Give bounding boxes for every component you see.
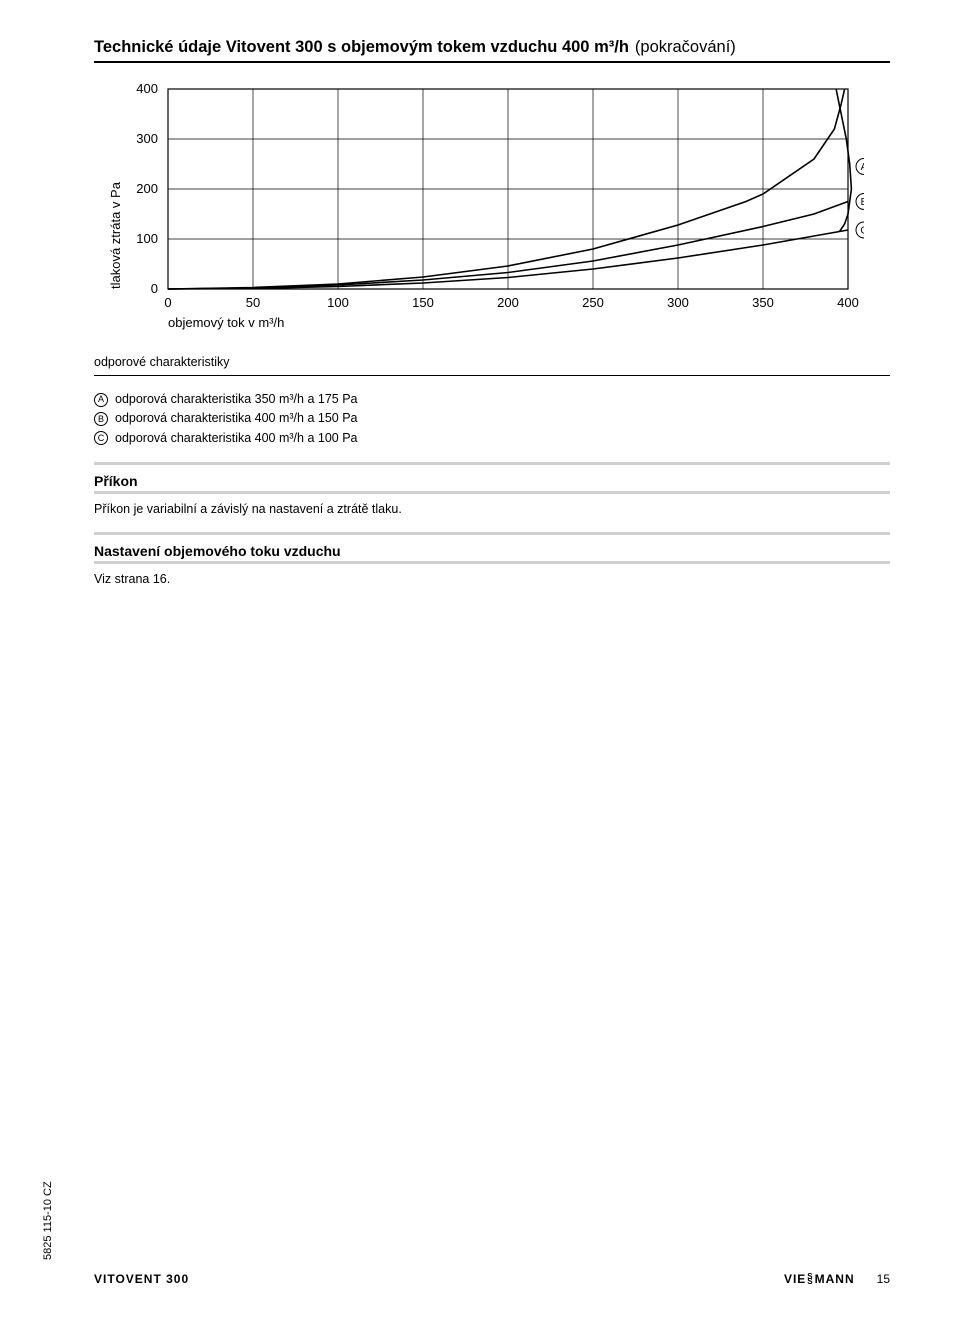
svg-text:200: 200	[136, 181, 158, 196]
brand-pre: VIE	[784, 1272, 806, 1286]
legend: A odporová charakteristika 350 m³/h a 17…	[94, 390, 890, 448]
svg-text:A: A	[861, 162, 864, 173]
section-rule-2	[94, 491, 890, 494]
legend-marker-b: B	[94, 412, 108, 426]
svg-text:250: 250	[582, 295, 604, 310]
legend-row-a: A odporová charakteristika 350 m³/h a 17…	[94, 390, 890, 409]
section-rule-3	[94, 532, 890, 535]
footer: VITOVENT 300 VIE SS MANN 15	[94, 1272, 890, 1286]
chart-svg: 0 100 200 300 400 0 50 100 150 200 250 300 350 400 obj…	[94, 77, 864, 347]
svg-text:B: B	[861, 197, 864, 208]
legend-marker-a: A	[94, 393, 108, 407]
nastaveni-body: Viz strana 16.	[94, 572, 890, 586]
title-cont: (pokračování)	[635, 38, 736, 57]
svg-text:300: 300	[136, 131, 158, 146]
prikon-body: Příkon je variabilní a závislý na nastav…	[94, 502, 890, 516]
caption-rule	[94, 375, 890, 376]
prikon-heading: Příkon	[94, 473, 890, 489]
legend-marker-c: C	[94, 431, 108, 445]
title-bold: Technické údaje Vitovent 300 s objemovým…	[94, 38, 629, 57]
svg-text:400: 400	[136, 81, 158, 96]
legend-text-c: odporová charakteristika 400 m³/h a 100 …	[115, 429, 358, 448]
svg-text:0: 0	[164, 295, 171, 310]
svg-text:100: 100	[136, 231, 158, 246]
svg-text:objemový tok v m³/h: objemový tok v m³/h	[168, 315, 284, 330]
svg-text:tlaková ztráta v Pa: tlaková ztráta v Pa	[108, 181, 123, 289]
title-rule	[94, 61, 890, 63]
section-rule-1	[94, 462, 890, 465]
nastaveni-heading: Nastavení objemového toku vzduchu	[94, 543, 890, 559]
svg-text:50: 50	[246, 295, 260, 310]
legend-row-b: B odporová charakteristika 400 m³/h a 15…	[94, 409, 890, 428]
svg-text:100: 100	[327, 295, 349, 310]
svg-text:350: 350	[752, 295, 774, 310]
svg-text:150: 150	[412, 295, 434, 310]
svg-text:C: C	[860, 226, 864, 237]
brand-post: MANN	[815, 1272, 855, 1286]
brand-logo: VIE SS MANN	[784, 1272, 855, 1286]
resistance-chart: 0 100 200 300 400 0 50 100 150 200 250 300 350 400 obj…	[94, 77, 890, 347]
page-number: 15	[877, 1272, 890, 1286]
footer-product: VITOVENT 300	[94, 1272, 189, 1286]
section-rule-4	[94, 561, 890, 564]
svg-text:0: 0	[151, 281, 158, 296]
svg-text:300: 300	[667, 295, 689, 310]
doc-code: 5825 115-10 CZ	[42, 1181, 54, 1260]
svg-text:400: 400	[837, 295, 859, 310]
legend-row-c: C odporová charakteristika 400 m³/h a 10…	[94, 429, 890, 448]
legend-text-b: odporová charakteristika 400 m³/h a 150 …	[115, 409, 358, 428]
chart-caption: odporové charakteristiky	[94, 355, 890, 369]
legend-text-a: odporová charakteristika 350 m³/h a 175 …	[115, 390, 358, 409]
svg-text:200: 200	[497, 295, 519, 310]
page-title: Technické údaje Vitovent 300 s objemovým…	[94, 38, 890, 57]
